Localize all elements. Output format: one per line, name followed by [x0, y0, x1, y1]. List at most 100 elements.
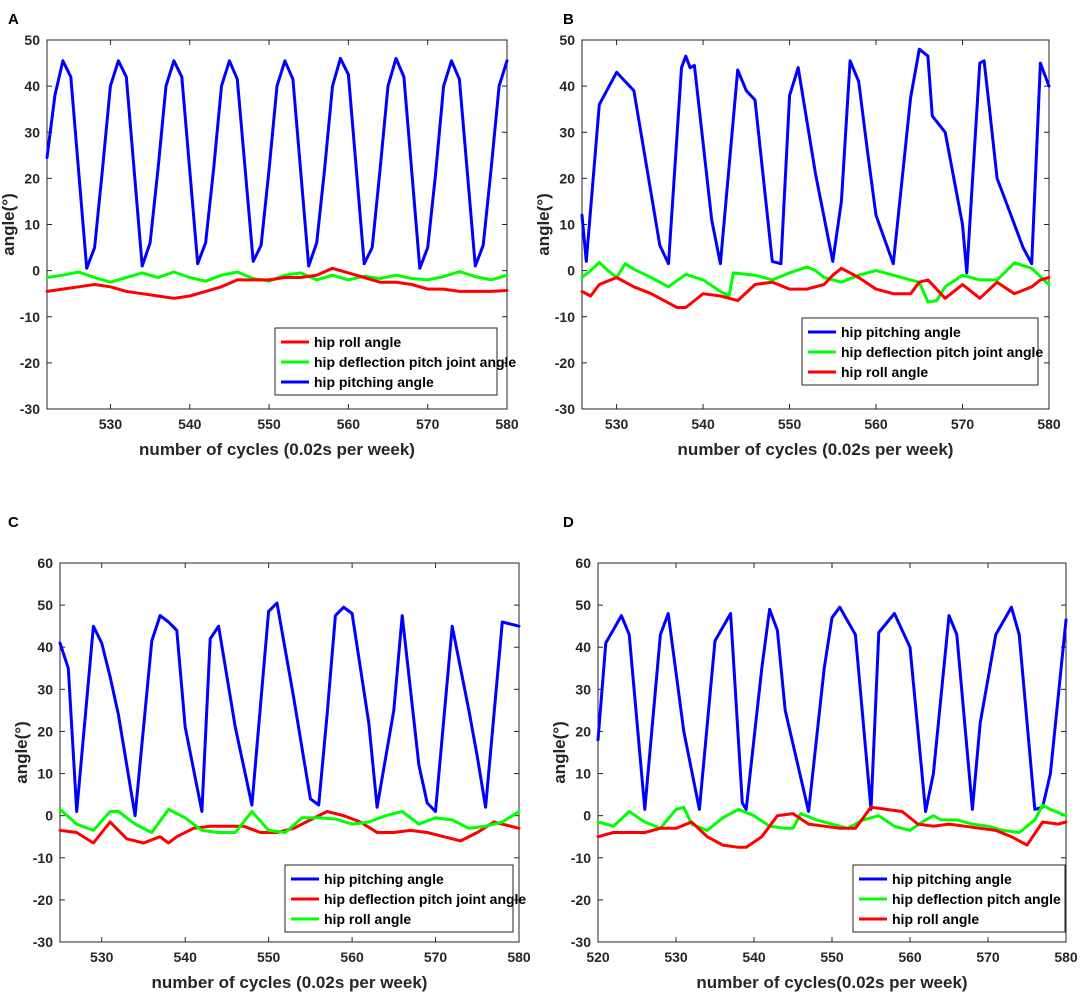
- x-tick-label: 580: [507, 949, 531, 965]
- legend-entry: hip roll angle: [892, 911, 979, 927]
- x-tick-label: 560: [898, 949, 922, 965]
- x-tick-label: 550: [778, 416, 802, 432]
- x-tick-label: 570: [951, 416, 975, 432]
- legend-entry: hip pitching angle: [324, 871, 444, 887]
- series-line-hip-roll-angle: [58, 807, 521, 834]
- y-tick-label: 50: [559, 32, 575, 48]
- series-line-hip-pitching-angle: [58, 601, 521, 818]
- y-tick-label: -20: [571, 892, 591, 908]
- x-tick-label: 580: [1037, 416, 1061, 432]
- series-line-hip-roll-angle: [580, 266, 1051, 309]
- y-axis-label: angle(°): [12, 721, 31, 784]
- x-tick-label: 560: [340, 949, 364, 965]
- y-tick-label: 50: [575, 597, 591, 613]
- x-tick-label: 550: [820, 949, 844, 965]
- x-tick-label: 530: [605, 416, 629, 432]
- series-line-hip-roll-angle: [45, 266, 509, 300]
- panel-b-letter: B: [563, 11, 574, 28]
- y-tick-label: -10: [571, 850, 591, 866]
- y-tick-label: 30: [24, 124, 40, 140]
- y-tick-label: -30: [33, 934, 53, 950]
- y-tick-label: -20: [555, 355, 575, 371]
- legend-entry: hip deflection pitch angle: [892, 891, 1061, 907]
- series-line-hip-roll-angle: [596, 805, 1068, 849]
- y-tick-label: -20: [33, 892, 53, 908]
- series-line-hip-deflection-pitch-joint-angle: [58, 810, 521, 845]
- series-line-hip-pitching-angle: [45, 56, 509, 270]
- y-tick-label: 0: [583, 808, 591, 824]
- panel-a-letter: A: [8, 11, 19, 28]
- y-tick-label: 40: [559, 78, 575, 94]
- x-tick-label: 530: [664, 949, 688, 965]
- y-tick-label: 40: [37, 639, 53, 655]
- x-axis-label: number of cycles (0.02s per week): [139, 440, 415, 459]
- y-tick-label: 10: [559, 217, 575, 233]
- y-tick-label: 0: [45, 808, 53, 824]
- x-tick-label: 570: [976, 949, 1000, 965]
- y-tick-label: 30: [37, 681, 53, 697]
- y-tick-label: 20: [575, 723, 591, 739]
- x-tick-label: 550: [257, 416, 281, 432]
- y-tick-label: 0: [32, 263, 40, 279]
- y-tick-label: -30: [555, 401, 575, 417]
- y-tick-label: 30: [575, 681, 591, 697]
- x-tick-label: 560: [337, 416, 361, 432]
- series-line-hip-pitching-angle: [596, 605, 1068, 813]
- x-tick-label: 550: [257, 949, 281, 965]
- legend-box: [284, 864, 514, 933]
- y-tick-label: 40: [24, 78, 40, 94]
- y-tick-label: 30: [559, 124, 575, 140]
- legend-entry: hip roll angle: [314, 334, 401, 350]
- series-line-hip-pitching-angle: [580, 47, 1051, 275]
- x-axis-label: number of cycles (0.02s per week): [152, 973, 428, 992]
- y-tick-label: -30: [571, 934, 591, 950]
- x-tick-label: 520: [586, 949, 610, 965]
- y-tick-label: 10: [575, 766, 591, 782]
- y-tick-label: -10: [555, 309, 575, 325]
- x-tick-label: 530: [99, 416, 123, 432]
- legend-entry: hip deflection pitch joint angle: [841, 344, 1043, 360]
- series-line-hip-deflection-pitch-joint-angle: [580, 260, 1051, 304]
- x-tick-label: 540: [174, 949, 198, 965]
- x-tick-label: 540: [742, 949, 766, 965]
- y-tick-label: 0: [567, 263, 575, 279]
- legend-entry: hip deflection pitch joint angle: [314, 354, 516, 370]
- y-tick-label: 50: [37, 597, 53, 613]
- y-axis-label: angle(°): [0, 193, 18, 256]
- y-tick-label: -20: [20, 355, 40, 371]
- x-tick-label: 580: [495, 416, 519, 432]
- y-tick-label: -10: [20, 309, 40, 325]
- y-tick-label: 20: [559, 170, 575, 186]
- x-tick-label: 580: [1054, 949, 1078, 965]
- y-tick-label: 10: [37, 766, 53, 782]
- panel-c-letter: C: [8, 514, 19, 531]
- x-tick-label: 530: [90, 949, 114, 965]
- x-tick-label: 540: [178, 416, 202, 432]
- y-tick-label: 50: [24, 32, 40, 48]
- x-axis-label: number of cycles (0.02s per week): [678, 440, 954, 459]
- y-axis-label: angle(°): [550, 721, 569, 784]
- legend-entry: hip pitching angle: [892, 871, 1012, 887]
- y-tick-label: 10: [24, 217, 40, 233]
- legend-box: [274, 327, 498, 396]
- y-tick-label: 20: [24, 170, 40, 186]
- y-tick-label: -30: [20, 401, 40, 417]
- series-line-hip-deflection-pitch-angle: [596, 803, 1068, 834]
- legend-entry: hip deflection pitch joint angle: [324, 891, 526, 907]
- legend-entry: hip pitching angle: [841, 324, 961, 340]
- panel-d-letter: D: [563, 514, 574, 531]
- legend-entry: hip roll angle: [841, 364, 928, 380]
- legend-box: [852, 864, 1066, 933]
- x-tick-label: 540: [691, 416, 715, 432]
- y-axis-label: angle(°): [534, 193, 553, 256]
- y-tick-label: -10: [33, 850, 53, 866]
- legend-box: [801, 317, 1039, 386]
- x-tick-label: 570: [424, 949, 448, 965]
- x-tick-label: 570: [416, 416, 440, 432]
- y-tick-label: 40: [575, 639, 591, 655]
- y-tick-label: 60: [37, 555, 53, 571]
